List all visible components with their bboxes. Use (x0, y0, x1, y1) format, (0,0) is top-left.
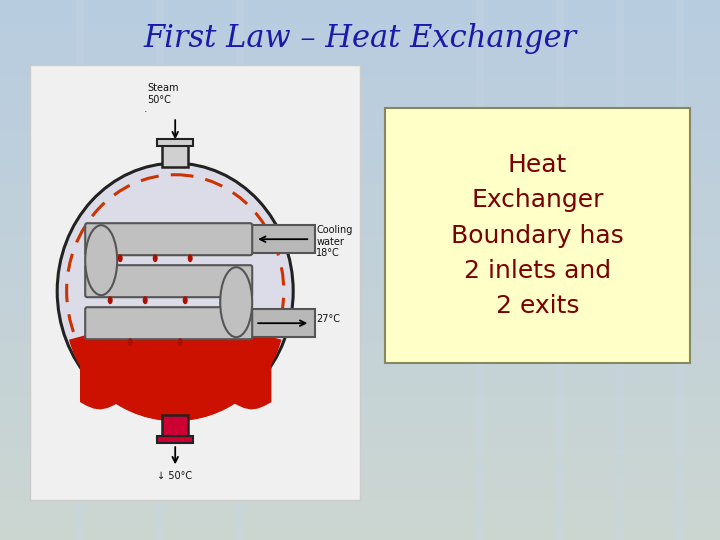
Text: Heat
Exchanger
Boundary has
2 inlets and
2 exits: Heat Exchanger Boundary has 2 inlets and… (451, 153, 624, 318)
Text: First: First (145, 111, 148, 112)
Bar (385, 108, 690, 363)
Ellipse shape (220, 267, 252, 337)
Ellipse shape (117, 254, 122, 262)
Wedge shape (69, 311, 282, 421)
Ellipse shape (153, 254, 158, 262)
Ellipse shape (57, 163, 293, 419)
Bar (30, 65, 360, 500)
Text: First Law – Heat Exchanger: First Law – Heat Exchanger (143, 23, 577, 53)
Bar (157, 436, 193, 443)
Bar (251, 225, 315, 253)
Ellipse shape (108, 296, 113, 304)
FancyBboxPatch shape (85, 265, 252, 297)
Ellipse shape (178, 338, 183, 346)
Ellipse shape (143, 296, 148, 304)
Bar (162, 415, 188, 437)
Bar (162, 145, 188, 167)
Text: ↓ 50°C: ↓ 50°C (157, 471, 192, 481)
Text: Cooling
water
18°C: Cooling water 18°C (316, 225, 353, 259)
Bar (251, 309, 315, 337)
Ellipse shape (85, 225, 117, 295)
Ellipse shape (127, 338, 132, 346)
Text: Steam
50°C: Steam 50°C (147, 83, 179, 105)
Text: 27°C: 27°C (316, 314, 340, 324)
Ellipse shape (188, 254, 193, 262)
Ellipse shape (183, 296, 188, 304)
FancyBboxPatch shape (85, 223, 252, 255)
FancyBboxPatch shape (85, 307, 252, 339)
Bar (157, 139, 193, 146)
